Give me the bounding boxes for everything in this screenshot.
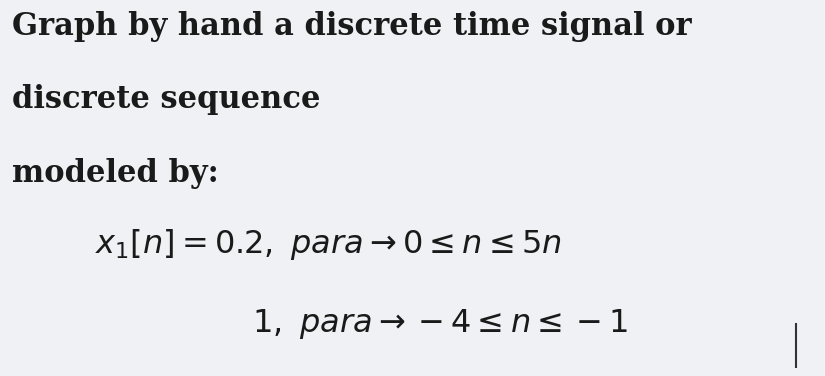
Text: $x_1\left[n\right]= 0.2,\ \mathit{para} \rightarrow 0 \leq n \leq 5n$: $x_1\left[n\right]= 0.2,\ \mathit{para} … [95, 227, 562, 262]
Text: Graph by hand a discrete time signal or: Graph by hand a discrete time signal or [12, 11, 692, 41]
Text: $1,\ \mathit{para} \rightarrow -4 \leq n \leq -1$: $1,\ \mathit{para} \rightarrow -4 \leq n… [252, 306, 628, 341]
Text: discrete sequence: discrete sequence [12, 84, 321, 115]
Text: modeled by:: modeled by: [12, 158, 219, 189]
